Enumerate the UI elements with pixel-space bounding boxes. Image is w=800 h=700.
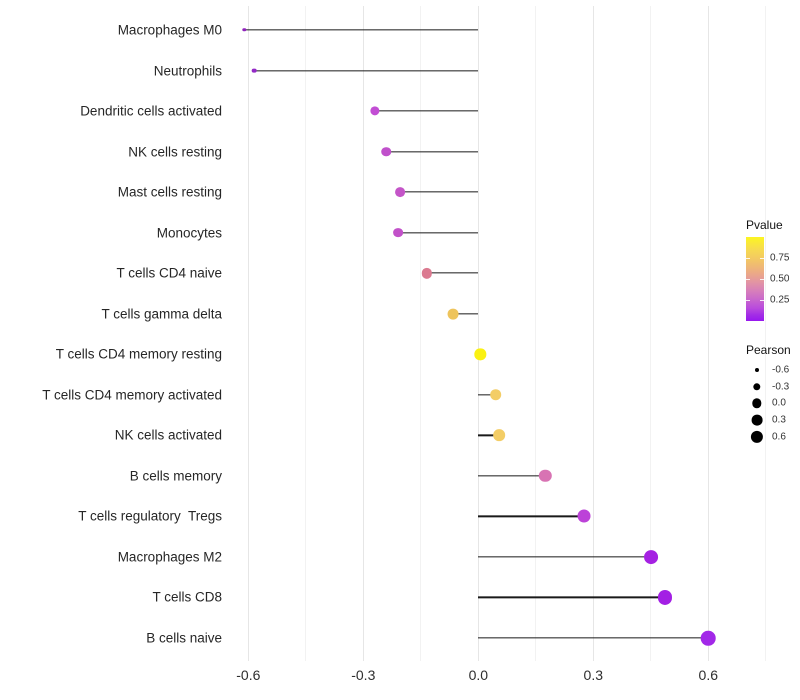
stem-line	[478, 556, 651, 558]
category-label: Macrophages M0	[117, 22, 222, 38]
category-label: Mast cells resting	[117, 184, 222, 200]
x-tick-label: -0.3	[351, 667, 376, 683]
category-label: Macrophages M2	[117, 549, 222, 565]
stem-line	[478, 434, 500, 436]
pearson-legend-dot	[752, 398, 762, 409]
colorbar-tick	[746, 279, 750, 280]
pearson-legend-dot	[751, 414, 763, 426]
stem-line	[478, 475, 546, 477]
data-point-dot	[474, 348, 486, 360]
category-label: T cells regulatory Tregs	[78, 508, 222, 524]
data-point-dot	[447, 308, 459, 320]
pearson-legend-label: -0.6	[772, 364, 790, 376]
colorbar-tick-label: 0.25	[770, 294, 790, 306]
data-point-dot	[251, 68, 257, 73]
pearson-legend-dot	[755, 368, 759, 372]
gridline-minor	[420, 6, 422, 661]
data-point-dot	[489, 388, 502, 401]
data-point-dot	[370, 106, 380, 116]
gridline-minor	[535, 6, 537, 661]
gridline-major	[362, 6, 364, 661]
gridline-minor	[305, 6, 307, 661]
stem-line	[426, 272, 479, 274]
category-label: B cells memory	[129, 468, 222, 484]
pearson-legend-dot	[750, 430, 764, 443]
gridline-minor	[650, 6, 652, 661]
colorbar-tick	[760, 258, 764, 259]
pearson-legend-dot	[753, 382, 761, 391]
colorbar-tick	[760, 300, 764, 301]
colorbar-tick	[746, 300, 750, 301]
category-label: NK cells activated	[114, 427, 222, 443]
pearson-legend-label: 0.6	[772, 431, 786, 443]
pearson-legend-label: 0.3	[772, 414, 786, 426]
stem-line	[244, 29, 479, 31]
stem-line	[478, 515, 584, 518]
data-point-dot	[242, 28, 247, 32]
data-point-dot	[577, 509, 591, 523]
gridline-minor	[765, 6, 767, 661]
stem-line	[478, 596, 665, 599]
data-point-dot	[539, 469, 552, 483]
pearson-legend-title: Pearson	[746, 343, 791, 357]
x-tick-label: 0.6	[698, 667, 718, 683]
category-label: T cells gamma delta	[101, 306, 222, 322]
x-tick-label: 0.0	[468, 667, 489, 683]
stem-line	[374, 110, 479, 112]
pvalue-colorbar	[746, 237, 764, 321]
category-label: Monocytes	[156, 225, 222, 241]
category-label: T cells CD8	[152, 589, 222, 605]
colorbar-tick	[760, 279, 764, 280]
stem-line	[386, 150, 479, 153]
gridline-major	[247, 6, 249, 661]
gridline-major	[707, 6, 709, 661]
x-tick-label: 0.3	[583, 667, 604, 683]
colorbar-tick-label: 0.75	[770, 252, 790, 264]
stem-line	[478, 394, 496, 396]
category-label: T cells CD4 memory resting	[55, 346, 222, 362]
stem-line	[254, 69, 479, 72]
data-point-dot	[493, 429, 506, 442]
pvalue-legend-title: Pvalue	[746, 218, 783, 232]
category-label: B cells naive	[146, 630, 222, 646]
stem-line	[399, 191, 479, 193]
data-point-dot	[657, 590, 672, 605]
category-label: T cells CD4 naive	[116, 265, 222, 281]
pearson-legend-label: 0.0	[772, 397, 786, 409]
stem-line	[397, 232, 479, 234]
category-label: Neutrophils	[153, 63, 222, 79]
stem-line	[453, 313, 479, 315]
data-point-dot	[394, 187, 405, 198]
category-label: T cells CD4 memory activated	[42, 387, 222, 403]
data-point-dot	[421, 268, 432, 279]
data-point-dot	[643, 549, 658, 564]
data-point-dot	[700, 630, 716, 646]
category-label: Dendritic cells activated	[80, 103, 222, 119]
data-point-dot	[381, 146, 392, 157]
data-point-dot	[392, 227, 403, 238]
x-tick-label: -0.6	[236, 667, 261, 683]
colorbar-tick-label: 0.50	[770, 273, 790, 285]
gridline-major	[477, 6, 479, 661]
category-label: NK cells resting	[128, 144, 222, 160]
pearson-legend-label: -0.3	[772, 381, 790, 393]
colorbar-tick	[746, 258, 750, 259]
gridline-major	[592, 6, 594, 661]
stem-line	[478, 637, 709, 639]
